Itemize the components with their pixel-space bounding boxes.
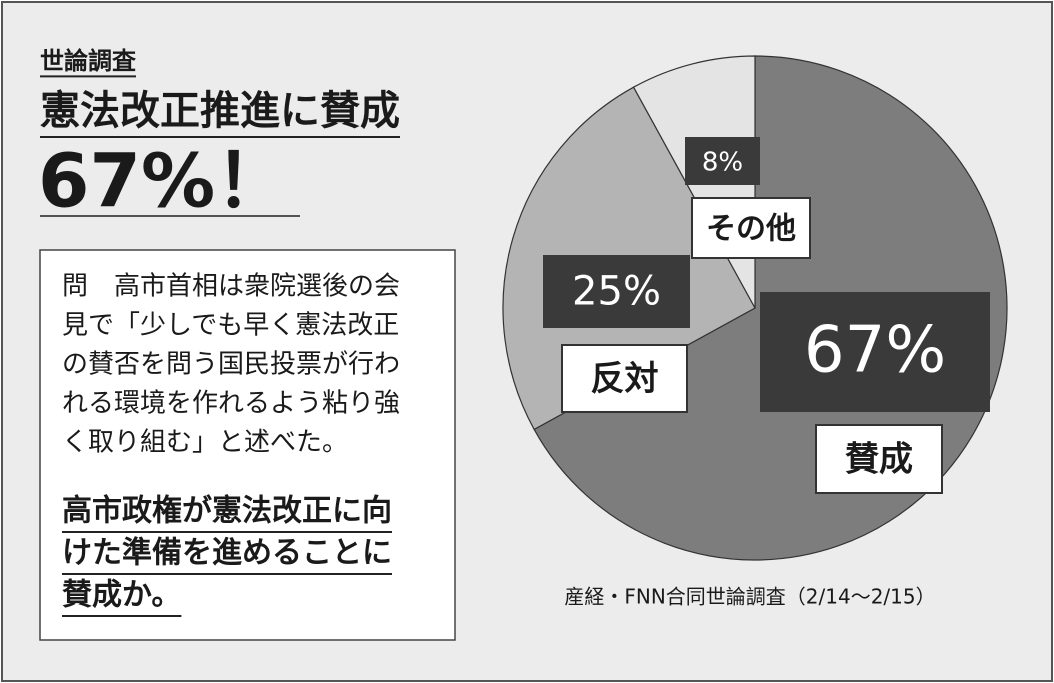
- kicker: 世論調査: [40, 47, 136, 75]
- value-label-box: [760, 292, 990, 412]
- pie-chart: 67% 賛成 25% 反対 8% その他: [502, 55, 1008, 561]
- source: 産経・FNN合同世論調査（2/14～2/15）: [564, 585, 935, 609]
- question-emphasis: 賛成か。: [62, 578, 181, 613]
- value-label: 8%: [702, 148, 743, 178]
- question-line: 見で「少しでも早く憲法改正: [62, 311, 399, 341]
- question-emphasis: けた準備を進めることに: [62, 536, 392, 571]
- category-label: 賛成: [845, 440, 913, 480]
- category-label-box: [561, 344, 688, 413]
- value-label-box: [685, 137, 760, 185]
- value-label-box: [543, 255, 690, 328]
- value-label: 25%: [572, 269, 661, 315]
- question-line: れる環境を作れるよう粘り強: [62, 389, 400, 419]
- question-line: く取り組む」と述べた。: [62, 428, 348, 458]
- headline: 憲法改正推進に賛成: [40, 88, 400, 134]
- question-emphasis: 高市政権が憲法改正に向: [62, 494, 392, 529]
- category-label-box: [691, 197, 811, 259]
- headline-figure: 67%！: [38, 139, 289, 225]
- category-label: その他: [706, 212, 796, 247]
- value-label: 67%: [804, 314, 946, 388]
- category-label-box: [815, 424, 943, 494]
- category-label: 反対: [591, 359, 659, 399]
- question-line: 問 高市首相は衆院選後の会: [62, 272, 400, 302]
- question-line: の賛否を問う国民投票が行わ: [62, 350, 400, 380]
